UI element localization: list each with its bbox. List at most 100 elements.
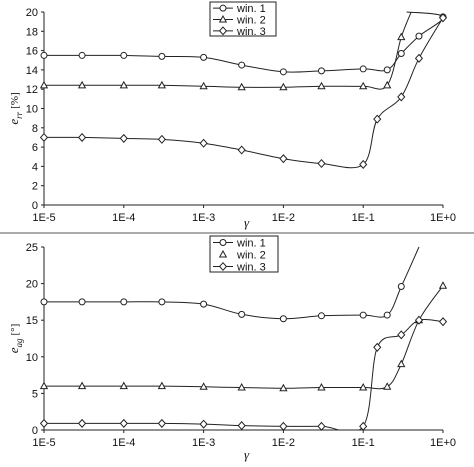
data-point [359,421,368,431]
legend-label: win. 1 [236,3,266,15]
y-tick-label: 20 [26,279,38,291]
y-tick-label: 10 [26,104,38,116]
y-tick-label: 18 [26,26,38,38]
data-point [200,53,208,61]
legend-label: win. 3 [236,262,266,274]
data-point [397,49,405,57]
y-tick-label: 16 [26,46,38,58]
data-point [199,382,208,390]
legend-marker [218,261,228,272]
data-point [359,65,367,73]
data-point [397,32,406,41]
x-tick-label: 1E-1 [352,212,375,224]
data-point [237,421,246,431]
data-point [438,13,448,23]
data-point [317,158,326,169]
data-point [237,383,246,391]
data-point [383,311,391,319]
chart-panel-1: 0 2 4 6 8 10 12 14 16 18 20 1E-5 1E-4 1E-3 1E-2 1E-1 1E+… [6,1,456,230]
data-point [39,132,49,142]
data-point [279,82,288,91]
data-point [383,382,392,390]
series-line [44,318,443,430]
data-point [78,418,87,428]
x-tick-label: 1E-2 [272,212,295,224]
data-point [415,32,423,40]
data-point [414,53,424,63]
data-point [383,66,391,74]
data-point [78,298,86,306]
y-tick-label: 12 [26,84,38,96]
series-1 [40,11,447,76]
legend-marker [218,26,228,36]
series-2 [39,281,448,392]
y-axis-label: err [%] [6,92,24,124]
legend-label: win. 2 [236,250,266,262]
y-tick-label: 2 [32,181,38,193]
legend-item-3: win. 3 [213,262,266,274]
x-tick-label: 1E-3 [192,212,215,224]
data-point [157,134,166,144]
y-tick-label: 20 [26,7,38,19]
legend-label: win. 3 [236,26,266,38]
series-line [44,285,443,390]
data-point [119,381,128,390]
legend-item-1: win. 1 [213,238,266,250]
data-point [383,80,392,89]
data-point [397,359,406,368]
x-tick-label: 1E-3 [192,437,215,449]
data-point [373,342,382,352]
data-point [119,418,128,428]
y-axis-label-subscript: ag [14,338,24,348]
y-axis-label-subscript: rr [14,111,24,119]
data-point [438,317,448,327]
data-point [397,330,406,340]
series-2 [39,11,412,91]
series-3 [39,315,448,431]
x-tick-label: 1E-4 [112,212,135,224]
data-point [199,138,208,148]
data-point [39,418,49,428]
y-tick-label: 5 [32,388,38,400]
data-point [39,381,49,390]
data-point [279,421,288,431]
data-point [119,133,128,143]
series-1 [40,246,420,323]
data-point [238,61,246,69]
legend-label: win. 2 [236,15,266,27]
x-axis-label: γ [244,447,250,462]
y-tick-label: 25 [26,242,38,254]
y-tick-label: 0 [32,200,38,212]
data-point [237,82,246,91]
data-point [279,154,288,164]
data-point [238,310,246,318]
data-point [237,145,246,155]
y-tick-label: 4 [32,161,38,173]
y-tick-label: 15 [26,315,38,327]
series-line [44,17,443,169]
data-point [158,52,166,60]
data-point [397,92,406,102]
data-point [317,81,326,90]
chart-panel-2: 0 5 10 15 20 25 1E-5 1E-4 1E-3 1E-2 1E-1 1E+0 γ eag [°… [6,235,456,462]
legend-label: win. 1 [236,238,266,250]
data-point [317,383,326,391]
data-point [157,381,167,390]
legend-marker [219,239,227,246]
data-point [40,298,48,306]
data-point [39,80,49,89]
y-axis-label-main: e [6,347,21,353]
x-tick-label: 1E-5 [32,212,55,224]
data-point [158,298,166,306]
data-point [157,418,166,428]
data-point [77,80,87,89]
data-point [279,383,288,392]
y-tick-label: 8 [32,123,38,135]
data-point [279,315,287,323]
legend-item-2: win. 2 [213,15,266,27]
data-point [438,281,448,289]
data-point [77,381,87,390]
y-axis-label-unit: [°] [9,324,21,336]
